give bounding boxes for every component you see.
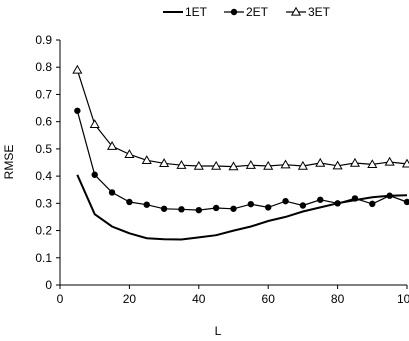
- data-point: [315, 157, 326, 167]
- data-point: [91, 171, 98, 178]
- data-point: [384, 156, 395, 166]
- x-axis-label: L: [215, 324, 222, 338]
- data-point: [143, 201, 150, 208]
- data-point: [124, 149, 135, 158]
- data-point: [386, 192, 393, 199]
- x-tick-label: 60: [262, 292, 276, 306]
- data-point: [282, 197, 289, 205]
- data-point: [245, 160, 256, 169]
- x-tick-label: 80: [331, 292, 345, 306]
- data-point: [176, 160, 187, 169]
- data-point: [332, 160, 343, 170]
- axes: 0 0.1 0.2 0.3 0.4 0.5 0.6 0.7 0.8 0.9 0 20 40 60 80 100: [35, 33, 409, 306]
- data-point: [228, 161, 239, 171]
- data-point: [369, 200, 376, 208]
- legend-label: 2ET: [246, 5, 269, 19]
- data-point: [72, 64, 83, 74]
- legend-item: 3ET: [286, 5, 331, 19]
- data-point: [212, 204, 220, 212]
- legend-marker: [290, 6, 302, 16]
- y-tick-label: 0: [45, 278, 52, 292]
- data-point: [401, 158, 409, 168]
- y-tick-label: 0.2: [35, 224, 52, 238]
- data-point: [265, 204, 272, 211]
- data-point: [317, 196, 324, 203]
- data-point: [160, 205, 168, 212]
- data-point: [193, 160, 204, 170]
- y-tick-label: 0.1: [35, 251, 52, 265]
- series-line: [76, 174, 408, 241]
- x-tick-label: 20: [123, 292, 137, 306]
- series-1ET: [76, 174, 408, 241]
- series-line: [76, 69, 408, 168]
- data-point: [367, 159, 378, 169]
- y-tick-label: 0.3: [35, 196, 52, 210]
- y-tick-label: 0.5: [35, 142, 52, 156]
- data-point: [349, 157, 361, 167]
- legend: 1ET 2ET 3ET: [163, 5, 331, 19]
- data-point: [263, 160, 274, 170]
- y-tick-label: 0.9: [35, 33, 52, 47]
- data-point: [141, 155, 152, 164]
- y-axis-label: RMSE: [2, 145, 16, 180]
- x-tick-label: 0: [57, 292, 64, 306]
- data-point: [299, 202, 307, 209]
- x-tick-label: 40: [192, 292, 206, 306]
- y-tick-label: 0.6: [35, 115, 52, 129]
- data-point: [280, 159, 291, 169]
- series-2ET: [74, 107, 409, 214]
- legend-label: 1ET: [185, 5, 208, 19]
- series-3ET: [72, 64, 409, 171]
- data-point: [230, 205, 237, 212]
- legend-item: 1ET: [163, 5, 208, 19]
- data-point: [106, 140, 118, 150]
- legend-marker: [230, 8, 238, 16]
- series-layer: [72, 64, 409, 241]
- data-point: [195, 206, 202, 214]
- data-point: [297, 160, 308, 170]
- data-point: [247, 200, 255, 208]
- data-point: [211, 160, 222, 170]
- data-point: [403, 198, 409, 206]
- legend-label: 3ET: [308, 5, 331, 19]
- data-point: [74, 107, 81, 114]
- data-point: [351, 195, 359, 202]
- y-tick-label: 0.8: [35, 60, 52, 74]
- x-tick-label: 100: [397, 292, 409, 306]
- data-point: [108, 189, 116, 196]
- data-point: [334, 200, 341, 207]
- data-point: [126, 198, 133, 206]
- data-point: [89, 119, 100, 129]
- data-point: [159, 158, 170, 167]
- data-point: [178, 206, 185, 213]
- series-line: [76, 110, 408, 211]
- y-tick-label: 0.7: [35, 87, 52, 101]
- y-tick-label: 0.4: [35, 169, 52, 183]
- legend-item: 2ET: [224, 5, 269, 19]
